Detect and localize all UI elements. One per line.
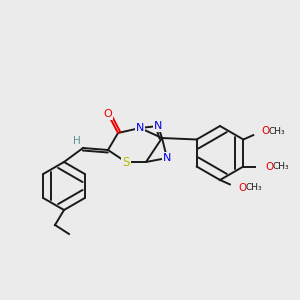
Text: CH₃: CH₃ <box>272 162 289 171</box>
Text: CH₃: CH₃ <box>268 127 285 136</box>
Text: H: H <box>73 136 81 146</box>
Text: O: O <box>266 161 274 172</box>
Text: O: O <box>103 109 112 119</box>
Text: N: N <box>163 153 171 163</box>
Text: O: O <box>238 183 246 193</box>
Text: O: O <box>261 127 270 136</box>
Text: CH₃: CH₃ <box>245 184 262 193</box>
Text: S: S <box>122 155 130 169</box>
Text: N: N <box>154 121 162 131</box>
Text: N: N <box>136 123 144 133</box>
